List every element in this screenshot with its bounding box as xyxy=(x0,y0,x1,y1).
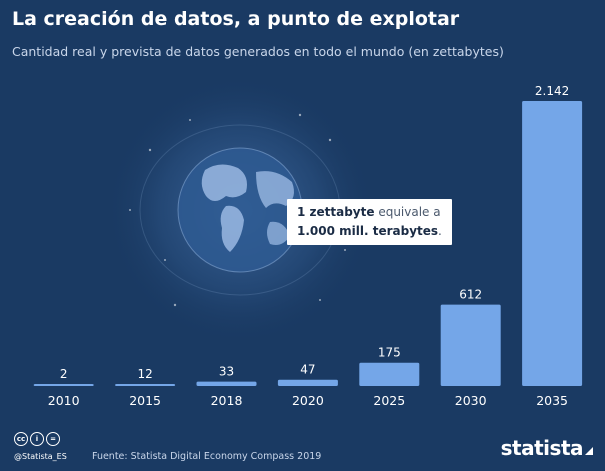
category-labels-group: 2010 2015 2018 2020 2025 2030 2035 xyxy=(48,393,568,408)
category-label-2010: 2010 xyxy=(48,393,80,408)
value-label-2010: 2 xyxy=(60,367,68,381)
category-label-2018: 2018 xyxy=(211,393,243,408)
chart-title: La creación de datos, a punto de explota… xyxy=(12,8,460,30)
attribution-icon[interactable]: i xyxy=(30,432,44,446)
source-note: Fuente: Statista Digital Economy Compass… xyxy=(92,451,322,462)
zettabyte-callout: 1 zettabyte equivale a 1.000 mill. terab… xyxy=(287,199,452,245)
category-label-2035: 2035 xyxy=(536,393,568,408)
value-label-2015: 12 xyxy=(137,367,152,381)
brand-mark-icon xyxy=(585,447,593,455)
callout-line1-bold: 1 zettabyte xyxy=(297,205,375,219)
callout-line2-rest: . xyxy=(438,224,442,238)
globe-illustration xyxy=(105,75,375,345)
category-label-2020: 2020 xyxy=(292,393,324,408)
value-label-2025: 175 xyxy=(378,346,401,360)
bar-2025[interactable] xyxy=(359,362,420,386)
statista-logo[interactable]: statista xyxy=(501,436,593,460)
value-label-2018: 33 xyxy=(219,365,234,379)
no-derivatives-icon[interactable]: = xyxy=(46,432,60,446)
value-labels-group: 2 12 33 47 175 612 2.142 xyxy=(60,84,569,381)
brand-name: statista xyxy=(500,436,584,460)
category-label-2025: 2025 xyxy=(373,393,405,408)
bar-2015[interactable] xyxy=(115,384,176,386)
value-label-2020: 47 xyxy=(300,363,315,377)
callout-line2-bold: 1.000 mill. terabytes xyxy=(297,224,439,238)
bar-2035[interactable] xyxy=(522,101,583,386)
value-label-2035: 2.142 xyxy=(535,84,569,98)
bar-2018[interactable] xyxy=(196,381,257,386)
license-icons: cc i = xyxy=(14,432,60,446)
bar-2030[interactable] xyxy=(440,304,501,386)
chart-subtitle: Cantidad real y prevista de datos genera… xyxy=(12,44,504,59)
creative-commons-icon[interactable]: cc xyxy=(14,432,28,446)
bars-group xyxy=(33,101,583,386)
category-label-2015: 2015 xyxy=(129,393,161,408)
bar-2010[interactable] xyxy=(33,384,94,386)
callout-line1-rest: equivale a xyxy=(374,205,441,219)
social-handle[interactable]: @Statista_ES xyxy=(14,452,67,461)
category-label-2030: 2030 xyxy=(455,393,487,408)
value-label-2030: 612 xyxy=(459,288,482,302)
bar-2020[interactable] xyxy=(277,379,338,386)
footer: cc i = @Statista_ES Fuente: Statista Dig… xyxy=(0,424,605,471)
